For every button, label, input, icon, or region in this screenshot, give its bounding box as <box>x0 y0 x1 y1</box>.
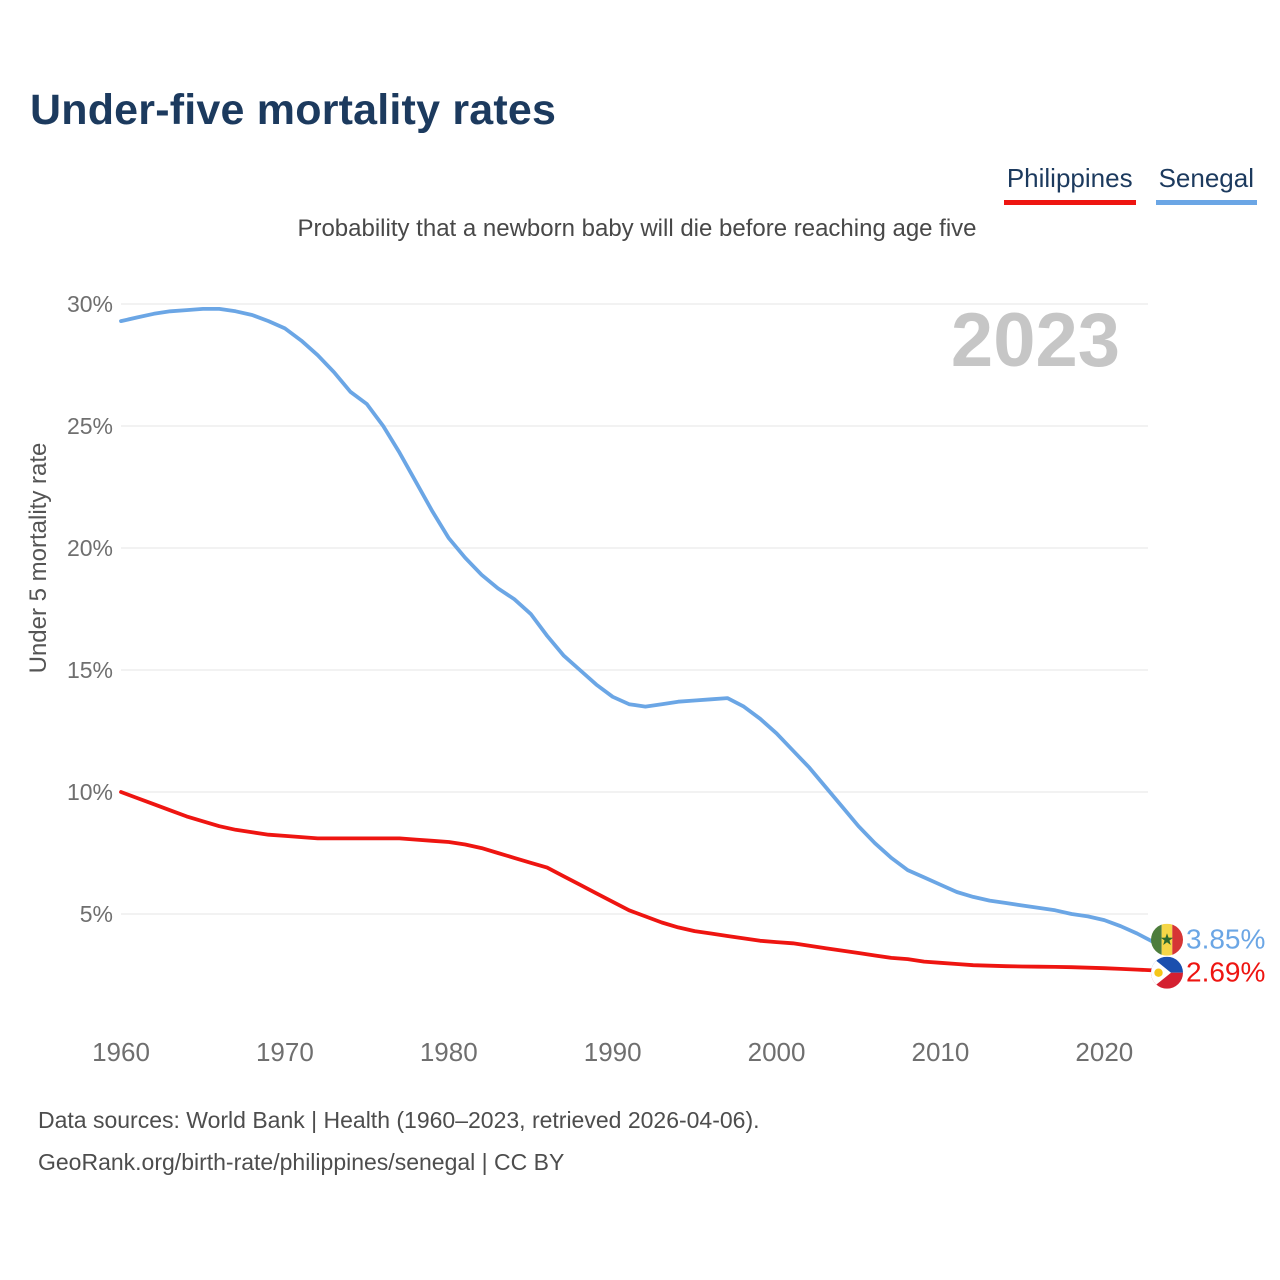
end-value-label-philippines: 2.69% <box>1186 957 1265 988</box>
end-value-label-senegal: 3.85% <box>1186 924 1265 955</box>
legend-item-senegal[interactable]: Senegal <box>1155 163 1257 205</box>
footer: Data sources: World Bank | Health (1960–… <box>38 1099 760 1183</box>
y-tick-label-10: 10% <box>67 779 113 805</box>
philippines-flag-icon <box>1151 956 1183 989</box>
footer-data-sources: Data sources: World Bank | Health (1960–… <box>38 1107 760 1133</box>
legend-item-philippines[interactable]: Philippines <box>1003 163 1136 205</box>
chart-subtitle: Probability that a newborn baby will die… <box>297 215 977 242</box>
y-axis-title: Under 5 mortality rate <box>25 443 52 674</box>
footer-attribution: GeoRank.org/birth-rate/philippines/seneg… <box>38 1149 565 1175</box>
y-tick-label-5: 5% <box>80 901 113 927</box>
x-tick-label-1970: 1970 <box>256 1037 314 1067</box>
x-tick-label-1990: 1990 <box>584 1037 642 1067</box>
series-line-philippines <box>119 790 1156 973</box>
y-tick-label-15: 15% <box>67 657 113 683</box>
x-tick-label-2020: 2020 <box>1075 1037 1133 1067</box>
y-tick-label-30: 30% <box>67 291 113 317</box>
series-line-senegal <box>119 306 1156 944</box>
y-tick-label-25: 25% <box>67 413 113 439</box>
page-title: Under-five mortality rates <box>30 86 557 134</box>
year-watermark: 2023 <box>951 298 1120 383</box>
y-tick-label-20: 20% <box>67 535 113 561</box>
x-tick-label-2000: 2000 <box>748 1037 806 1067</box>
x-tick-label-1960: 1960 <box>92 1037 150 1067</box>
x-tick-label-1980: 1980 <box>420 1037 478 1067</box>
x-tick-label-2010: 2010 <box>912 1037 970 1067</box>
series-legend: Philippines Senegal <box>1003 163 1257 205</box>
senegal-flag-icon <box>1151 923 1183 956</box>
